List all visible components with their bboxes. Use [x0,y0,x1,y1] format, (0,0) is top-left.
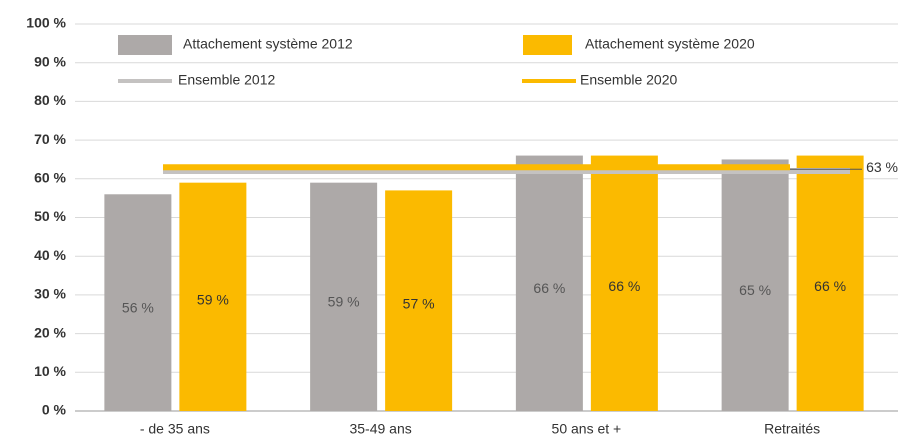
bar-value-label: 56 % [122,299,154,315]
bar [104,194,172,411]
legend-swatch [118,35,172,55]
bar-value-label: 59 % [328,294,360,310]
bar [590,155,658,411]
bar [310,182,378,411]
y-tick-label: 0 % [42,402,67,418]
x-tick-label: 50 ans et + [552,421,622,437]
bar [385,190,453,411]
y-tick-label: 60 % [34,170,66,186]
y-tick-label: 100 % [26,15,66,31]
legend-label: Attachement système 2012 [183,36,353,52]
x-tick-label: 35-49 ans [349,421,411,437]
bar [179,182,247,411]
y-tick-label: 40 % [34,247,66,263]
x-tick-label: Retraités [764,421,820,437]
bar-value-label: 57 % [403,295,435,311]
bar-value-label: 66 % [814,278,846,294]
bar [796,155,864,411]
bar-value-label: 66 % [533,280,565,296]
x-tick-label: - de 35 ans [140,421,210,437]
bar-value-label: 65 % [739,282,771,298]
bar-value-label: 59 % [197,292,229,308]
y-tick-label: 30 % [34,286,66,302]
y-tick-label: 90 % [34,53,66,69]
bar [721,159,789,411]
y-tick-label: 70 % [34,131,66,147]
legend-label: Ensemble 2012 [178,72,276,88]
legend-label: Attachement système 2020 [585,36,755,52]
bar [515,155,583,411]
bar-value-label: 66 % [608,278,640,294]
legend-label: Ensemble 2020 [580,72,678,88]
y-tick-label: 50 % [34,208,66,224]
y-tick-label: 80 % [34,92,66,108]
y-tick-label: 20 % [34,324,66,340]
legend-swatch [523,35,572,55]
line-value-label: 63 % [866,159,898,175]
y-tick-label: 10 % [34,363,66,379]
